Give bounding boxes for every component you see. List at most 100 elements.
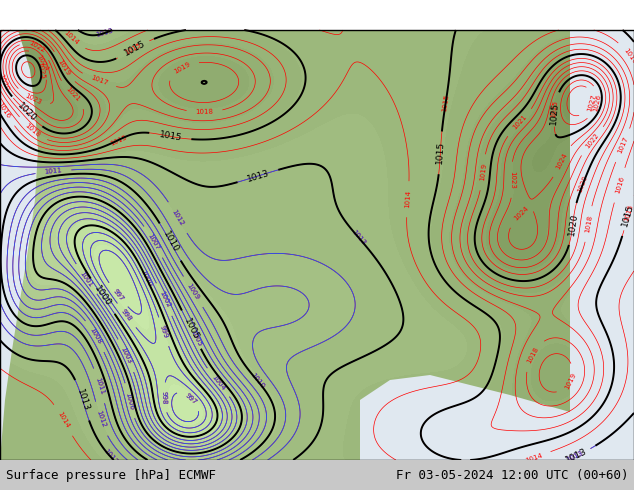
Text: 998: 998 [120, 308, 133, 323]
Text: 1022: 1022 [584, 132, 600, 150]
Text: 1008: 1008 [88, 327, 103, 345]
Text: 1010: 1010 [249, 371, 265, 389]
Text: 1007: 1007 [146, 232, 161, 251]
Text: 1013: 1013 [565, 450, 584, 463]
Text: 1005: 1005 [182, 318, 200, 342]
Text: 1013: 1013 [75, 388, 91, 413]
Text: 999: 999 [158, 324, 169, 339]
Text: 1016: 1016 [0, 102, 11, 120]
Text: 1013: 1013 [565, 450, 584, 463]
Text: 1025: 1025 [550, 99, 559, 118]
Text: 1020: 1020 [567, 212, 579, 236]
Text: 997: 997 [112, 288, 124, 302]
Text: 1015: 1015 [441, 94, 450, 113]
Text: 1015: 1015 [158, 130, 183, 143]
Text: 1012: 1012 [171, 208, 185, 227]
Text: 1003: 1003 [120, 346, 133, 365]
Text: 1015: 1015 [435, 141, 446, 165]
Text: 1009: 1009 [186, 283, 200, 301]
Text: 1019: 1019 [56, 58, 71, 76]
Text: 1015: 1015 [621, 203, 634, 228]
Text: 1025: 1025 [549, 101, 560, 125]
Text: 1019: 1019 [479, 163, 487, 182]
Text: 1023: 1023 [509, 171, 515, 189]
Bar [0, 30, 634, 460]
Text: 1006: 1006 [124, 391, 135, 410]
Text: 1002: 1002 [158, 290, 171, 309]
Text: 1002: 1002 [158, 290, 171, 309]
Text: 1011: 1011 [44, 168, 63, 175]
Text: 1014: 1014 [56, 411, 70, 429]
Text: 1013: 1013 [351, 229, 367, 247]
Text: 1014: 1014 [404, 190, 411, 208]
Text: 1017: 1017 [89, 74, 108, 87]
Text: 1011: 1011 [44, 168, 63, 175]
Text: 1013: 1013 [564, 447, 589, 465]
Text: 1018: 1018 [195, 109, 214, 115]
Bar [0, 30, 634, 460]
Text: 1027: 1027 [586, 94, 597, 113]
Text: 1010: 1010 [249, 371, 265, 389]
Text: 1012: 1012 [95, 410, 107, 428]
Text: 1017: 1017 [616, 136, 629, 155]
Text: 1008: 1008 [88, 327, 103, 345]
Text: 1007: 1007 [146, 232, 161, 251]
Text: 1020: 1020 [577, 175, 589, 194]
Text: 1004: 1004 [210, 373, 226, 391]
Text: 1013: 1013 [94, 28, 113, 38]
Text: 1020: 1020 [0, 74, 10, 92]
Text: 1024: 1024 [555, 152, 568, 171]
Text: 1016: 1016 [614, 176, 625, 195]
Text: 1006: 1006 [124, 391, 135, 410]
Text: 1023: 1023 [23, 92, 42, 105]
Text: 998: 998 [120, 308, 133, 323]
Text: 1019: 1019 [564, 372, 577, 391]
Text: 1026: 1026 [592, 94, 602, 113]
Text: 1005: 1005 [189, 329, 202, 347]
Text: 999: 999 [158, 324, 169, 339]
Text: 1013: 1013 [351, 229, 367, 247]
Text: 1018: 1018 [526, 345, 540, 364]
Text: 1018: 1018 [584, 215, 593, 233]
Text: 1012: 1012 [171, 208, 185, 227]
Text: 1004: 1004 [210, 373, 226, 391]
Text: 1009: 1009 [186, 283, 200, 301]
Text: 1022: 1022 [28, 40, 46, 54]
Text: 1012: 1012 [95, 410, 107, 428]
Text: 997: 997 [184, 392, 198, 405]
Text: 1001: 1001 [79, 270, 94, 288]
Text: 1020: 1020 [15, 101, 38, 123]
Text: 998: 998 [160, 391, 167, 404]
Text: 997: 997 [112, 288, 124, 302]
Text: 1021: 1021 [512, 114, 528, 131]
Text: 1011: 1011 [94, 376, 105, 395]
Text: 1021: 1021 [65, 86, 81, 103]
Text: 1025: 1025 [36, 61, 46, 79]
Text: 1013: 1013 [103, 448, 119, 466]
Text: 1001: 1001 [79, 270, 94, 288]
Text: 1010: 1010 [160, 230, 180, 254]
Polygon shape [440, 412, 570, 460]
Text: 1013: 1013 [94, 28, 113, 38]
Text: 1018: 1018 [23, 122, 41, 138]
Text: 1000: 1000 [93, 284, 113, 308]
Text: 998: 998 [160, 391, 167, 404]
Text: 1015: 1015 [109, 134, 127, 147]
Bar [0, 460, 634, 490]
Polygon shape [360, 375, 570, 460]
Text: 1013: 1013 [103, 448, 119, 466]
Text: 1019: 1019 [172, 61, 191, 74]
Text: 1005: 1005 [189, 329, 202, 347]
Text: 1000: 1000 [139, 269, 153, 287]
Polygon shape [570, 30, 634, 460]
Polygon shape [0, 30, 38, 460]
Text: 1014: 1014 [63, 29, 80, 46]
Text: 1003: 1003 [120, 346, 133, 365]
Text: 1000: 1000 [139, 269, 153, 287]
Text: 1024: 1024 [36, 53, 49, 72]
Text: 1024: 1024 [512, 205, 529, 221]
Text: 1014: 1014 [524, 452, 543, 464]
Text: 1011: 1011 [94, 376, 105, 395]
Text: 1015: 1015 [122, 39, 147, 58]
Text: Fr 03-05-2024 12:00 UTC (00+60): Fr 03-05-2024 12:00 UTC (00+60) [396, 468, 628, 482]
